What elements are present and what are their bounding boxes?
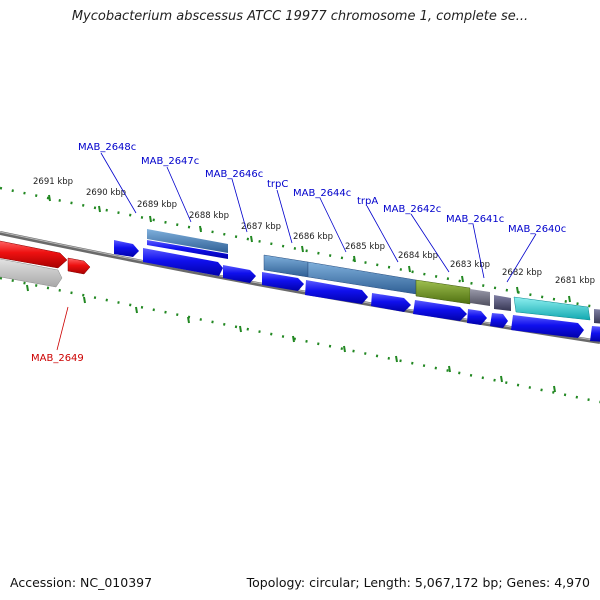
gene-mab-2649[interactable] — [0, 240, 91, 288]
gene-trpa[interactable] — [415, 279, 490, 306]
gene-mab-2646c[interactable] — [143, 248, 256, 283]
label-leader-mab-2649 — [56, 306, 69, 351]
forward-strand-genes[interactable] — [262, 272, 600, 342]
gene-label-mab-2642c[interactable]: MAB_2642c — [383, 204, 441, 215]
kbp-label-2687: 2687 kbp — [241, 222, 281, 232]
gene-label-trpa[interactable]: trpA — [357, 196, 378, 207]
outer-scale-dots — [0, 186, 600, 310]
gene-label-mab-2644c[interactable]: MAB_2644c — [293, 188, 351, 199]
gene-label-mab-2641c[interactable]: MAB_2641c — [446, 214, 504, 225]
outer-major-ticks — [48, 194, 571, 303]
kbp-label-2689: 2689 kbp — [137, 200, 177, 210]
kbp-label-2686: 2686 kbp — [293, 232, 333, 242]
genome-summary-text: Topology: circular; Length: 5,067,172 bp… — [246, 575, 590, 590]
kbp-label-2690: 2690 kbp — [86, 188, 126, 198]
gene-label-trpc[interactable]: trpC — [267, 179, 288, 190]
gene-label-mab-2649[interactable]: MAB_2649 — [31, 353, 84, 364]
kbp-label-2681: 2681 kbp — [555, 276, 595, 286]
gene-label-mab-2646c[interactable]: MAB_2646c — [205, 169, 263, 180]
gene-label-mab-2640c[interactable]: MAB_2640c — [508, 224, 566, 235]
kbp-label-2683: 2683 kbp — [450, 260, 490, 270]
kbp-label-2685: 2685 kbp — [345, 242, 385, 252]
accession-text: Accession: NC_010397 — [10, 575, 153, 590]
gene-label-mab-2648c[interactable]: MAB_2648c — [78, 142, 136, 153]
gene-mab-2648c[interactable] — [114, 240, 139, 257]
inner-major-ticks — [26, 284, 556, 393]
gene-label-mab-2647c[interactable]: MAB_2647c — [141, 156, 199, 167]
kbp-label-2688: 2688 kbp — [189, 211, 229, 221]
gene-mab-2641c[interactable] — [494, 295, 511, 311]
kbp-label-2691: 2691 kbp — [33, 177, 73, 187]
map-title: Mycobacterium abscessus ATCC 19977 chrom… — [71, 9, 529, 24]
inner-scale-dots — [0, 276, 600, 404]
label-leader-lines — [100, 152, 537, 283]
gene-mab-2640c[interactable] — [513, 296, 600, 324]
kbp-label-2682: 2682 kbp — [502, 268, 542, 278]
gene-mab-2647c[interactable] — [147, 229, 228, 259]
kbp-label-2684: 2684 kbp — [398, 251, 438, 261]
